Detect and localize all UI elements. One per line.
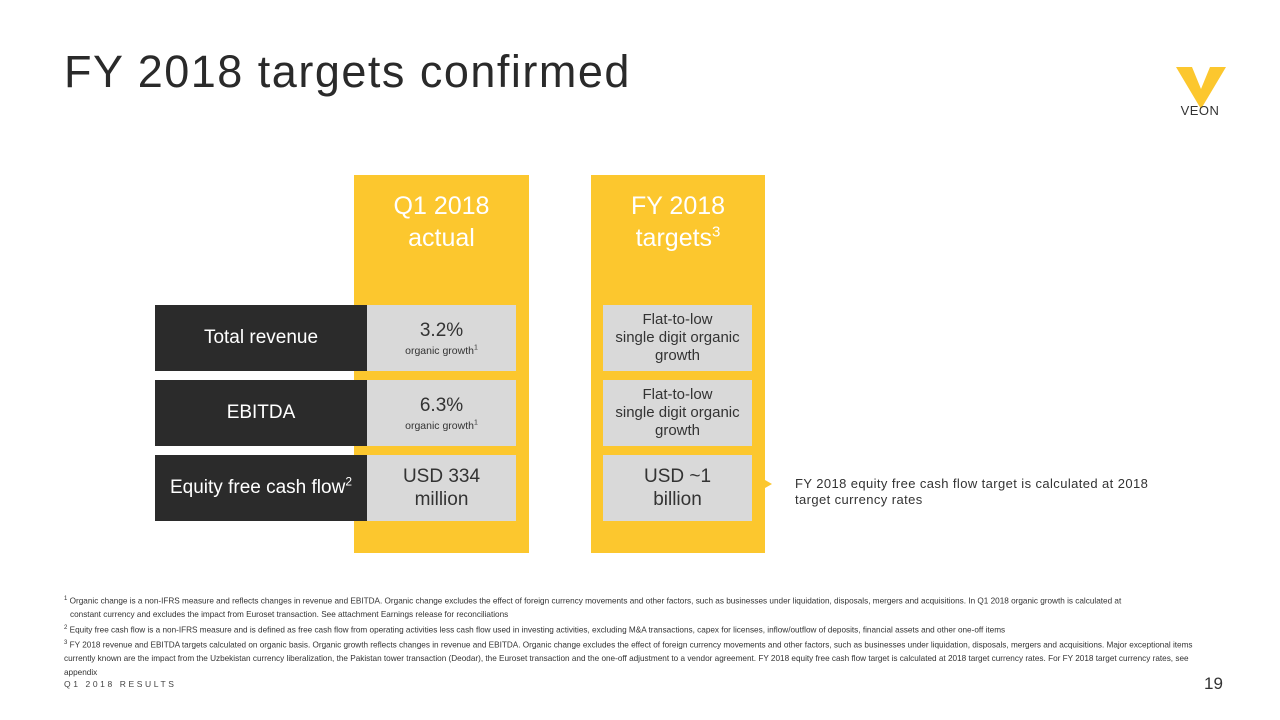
- q1-header-line2: actual: [408, 224, 475, 252]
- row-label-text: Total revenue: [203, 327, 319, 348]
- cell-subtext: organic growth1: [405, 419, 478, 433]
- row-label-word: Equity free cash flow: [170, 477, 346, 498]
- row-label-equity-fcf: Equity free cash flow2: [155, 455, 367, 521]
- cell-subtext-sup: 1: [473, 419, 478, 426]
- fy-cell-ebitda: Flat-to-low single digit organic growth: [603, 380, 752, 446]
- cell-line: growth: [654, 422, 701, 439]
- fy-cell-equity-fcf: USD ~1 billion: [603, 455, 752, 521]
- fy-header-word: targets: [635, 224, 713, 252]
- page-number: 19: [1204, 674, 1223, 693]
- cell-line: USD 334: [402, 466, 481, 487]
- cell-line: Flat-to-low: [642, 311, 713, 328]
- fy-header-line1: FY 2018: [630, 192, 726, 220]
- footnote-2: 2 Equity free cash flow is a non-IFRS me…: [64, 622, 1194, 637]
- q1-cell-equity-fcf: USD 334 million: [367, 455, 516, 521]
- fy-header-line2: targets3: [591, 222, 765, 254]
- logo-text: VEON: [1180, 103, 1220, 118]
- row-label-text: EBITDA: [226, 402, 296, 423]
- q1-column-header: Q1 2018 actual: [354, 190, 529, 254]
- footnote-1: 1 Organic change is a non-IFRS measure a…: [64, 593, 1194, 608]
- footnote-text: FY 2018 revenue and EBITDA targets calcu…: [64, 640, 1193, 677]
- footnote-text: Equity free cash flow is a non-IFRS meas…: [69, 625, 1006, 635]
- cell-line: million: [414, 489, 469, 510]
- cell-line: single digit organic: [615, 329, 740, 346]
- fy-column-header: FY 2018 targets3: [591, 190, 765, 254]
- bullet-arrow-icon: [765, 480, 772, 488]
- row-label-total-revenue: Total revenue: [155, 305, 367, 371]
- cell-value: 6.3%: [419, 394, 464, 416]
- row-label-text: Equity free cash flow2: [170, 474, 352, 499]
- cell-line: growth: [654, 347, 701, 364]
- footnote-text: Organic change is a non-IFRS measure and…: [69, 596, 1122, 606]
- footnote-1-continued: constant currency and excludes the impac…: [70, 610, 509, 620]
- row-label-sup: 2: [345, 474, 352, 489]
- q1-cell-total-revenue: 3.2% organic growth1: [367, 305, 516, 371]
- q1-cell-ebitda: 6.3% organic growth1: [367, 380, 516, 446]
- fy-cell-total-revenue: Flat-to-low single digit organic growth: [603, 305, 752, 371]
- footnote-3: 3 FY 2018 revenue and EBITDA targets cal…: [64, 637, 1194, 679]
- footnote-marker: 3: [64, 639, 68, 646]
- footer-label: Q1 2018 RESULTS: [64, 679, 177, 689]
- cell-line: USD ~1: [643, 466, 712, 487]
- cell-subtext-text: organic growth: [405, 344, 474, 357]
- cell-subtext-text: organic growth: [405, 419, 474, 432]
- cell-subtext: organic growth1: [405, 344, 478, 358]
- q1-header-line1: Q1 2018: [393, 192, 490, 220]
- row-label-ebitda: EBITDA: [155, 380, 367, 446]
- cell-line: Flat-to-low: [642, 386, 713, 403]
- fy-header-sup: 3: [712, 223, 721, 241]
- cell-line: billion: [653, 489, 702, 510]
- veon-logo-icon: [1176, 67, 1226, 109]
- side-note: FY 2018 equity free cash flow target is …: [795, 476, 1149, 507]
- cell-subtext-sup: 1: [473, 344, 478, 351]
- footnote-marker: 2: [64, 624, 68, 631]
- cell-value: 3.2%: [419, 319, 464, 341]
- footnote-marker: 1: [64, 596, 68, 602]
- cell-line: single digit organic: [615, 404, 740, 421]
- footnotes: 1 Organic change is a non-IFRS measure a…: [64, 593, 1194, 679]
- page-title: FY 2018 targets confirmed: [64, 46, 631, 97]
